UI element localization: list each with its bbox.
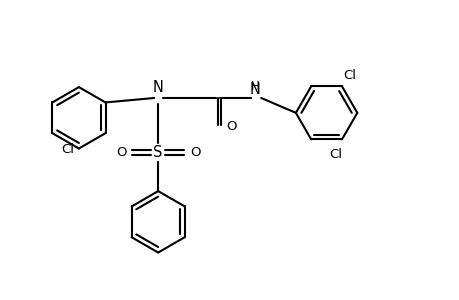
Text: Cl: Cl	[61, 143, 74, 156]
Text: O: O	[190, 146, 200, 159]
Text: N: N	[249, 82, 260, 97]
Text: S: S	[153, 145, 162, 160]
Text: Cl: Cl	[342, 69, 355, 82]
Text: N: N	[152, 80, 163, 94]
Text: Cl: Cl	[329, 148, 342, 161]
Text: H: H	[250, 80, 259, 93]
Text: O: O	[225, 120, 236, 133]
Text: O: O	[116, 146, 126, 159]
